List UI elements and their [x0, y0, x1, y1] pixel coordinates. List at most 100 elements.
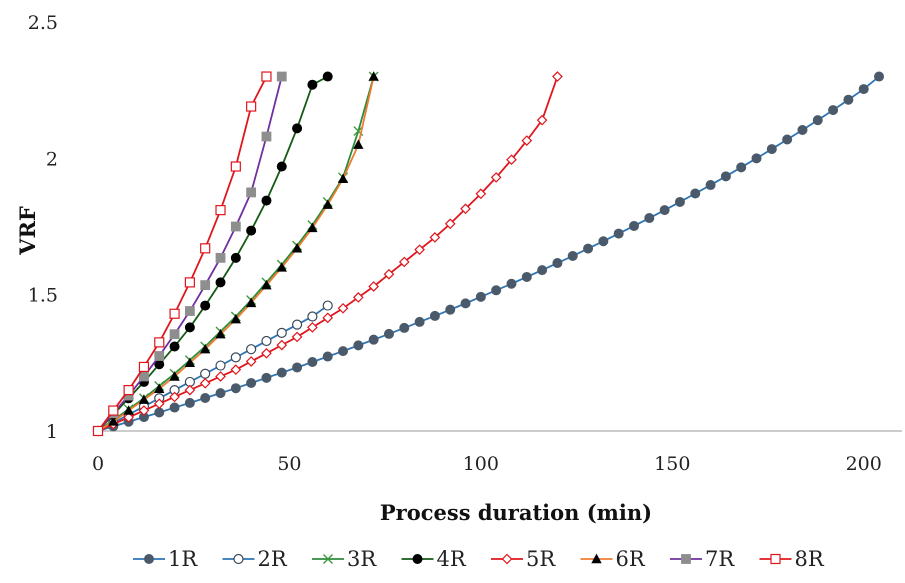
- data-point-1R: [537, 265, 548, 276]
- data-point-1R: [246, 378, 257, 389]
- legend-item-1R: 1R: [133, 547, 198, 571]
- data-point-2R: [322, 300, 333, 311]
- data-point-1R: [613, 228, 624, 239]
- data-point-4R: [261, 195, 272, 206]
- data-point-4R: [200, 300, 211, 311]
- series: [92, 71, 885, 437]
- legend: 1R 2R 3R 4R 5R 6R 7R 8R: [133, 547, 825, 571]
- data-point-1R: [338, 346, 349, 357]
- data-point-5R: [352, 292, 364, 303]
- data-point-5R: [444, 218, 456, 230]
- data-point-1R: [276, 367, 287, 378]
- data-point-5R: [552, 71, 563, 82]
- data-point-1R: [812, 115, 823, 126]
- legend-item-3R: 3R: [312, 547, 377, 571]
- data-point-4R: [230, 252, 241, 263]
- y-axis-title: VRF: [15, 206, 40, 256]
- x-tick-label: 150: [654, 453, 690, 475]
- legend-item-6R: 6R: [580, 547, 646, 571]
- legend-swatch-marker: [323, 554, 333, 564]
- x-tick-label: 0: [92, 453, 104, 475]
- y-tick-label: 2: [46, 148, 58, 170]
- data-point-6R: [245, 297, 257, 308]
- data-point-1R: [460, 298, 471, 309]
- data-point-1R: [828, 105, 839, 116]
- data-point-7R: [261, 131, 272, 142]
- x-tick-label: 50: [277, 453, 301, 475]
- data-point-6R: [368, 71, 379, 81]
- x-tick-label: 100: [463, 453, 499, 475]
- data-point-4R: [184, 322, 195, 333]
- data-point-5R: [536, 114, 548, 126]
- data-point-1R: [629, 220, 639, 231]
- series-line-5R: [97, 76, 559, 432]
- data-point-1R: [491, 285, 502, 296]
- legend-item-5R: 5R: [491, 547, 556, 571]
- data-point-6R: [261, 279, 272, 290]
- tick-labels: 0 50 100 150 200 1 1.5 2 2.5: [28, 12, 882, 475]
- data-point-7R: [246, 187, 257, 198]
- legend-label: 6R: [616, 547, 646, 571]
- data-point-2R: [276, 327, 287, 338]
- data-point-4R: [292, 123, 303, 134]
- legend-swatch-marker: [412, 554, 423, 564]
- data-point-5R: [215, 371, 226, 382]
- data-point-1R: [292, 362, 303, 373]
- data-point-6R: [169, 371, 180, 381]
- data-point-4R: [215, 277, 226, 288]
- data-point-5R: [368, 281, 380, 292]
- data-point-1R: [322, 351, 333, 362]
- legend-label: 3R: [347, 547, 377, 571]
- series-5R: [92, 71, 563, 437]
- legend-swatch-marker: [681, 554, 691, 564]
- data-point-1R: [720, 171, 731, 182]
- data-point-1R: [736, 162, 747, 173]
- data-point-8R: [108, 405, 119, 416]
- data-point-5R: [153, 398, 165, 410]
- data-point-6R: [291, 242, 303, 253]
- legend-label: 1R: [168, 547, 198, 571]
- data-point-6R: [215, 328, 226, 339]
- data-point-8R: [261, 71, 272, 82]
- data-point-8R: [246, 101, 257, 112]
- legend-item-7R: 7R: [670, 547, 735, 571]
- data-point-1R: [690, 188, 701, 199]
- data-point-5R: [138, 405, 150, 416]
- data-point-2R: [307, 311, 318, 322]
- data-point-5R: [276, 339, 288, 351]
- data-point-4R: [322, 71, 333, 82]
- y-tick-label: 1: [46, 421, 58, 443]
- data-point-4R: [246, 225, 257, 236]
- data-point-5R: [245, 356, 257, 367]
- data-point-8R: [200, 243, 211, 254]
- series-line-1R: [97, 75, 880, 432]
- data-point-1R: [353, 340, 364, 351]
- data-point-4R: [307, 79, 318, 90]
- data-point-5R: [169, 391, 180, 403]
- legend-label: 4R: [437, 547, 467, 571]
- data-point-5R: [307, 322, 318, 333]
- legend-label: 5R: [526, 547, 556, 571]
- data-point-2R: [261, 335, 272, 347]
- data-point-4R: [276, 161, 287, 172]
- data-point-6R: [200, 343, 211, 354]
- data-point-6R: [337, 173, 349, 184]
- series-6R: [92, 71, 379, 436]
- data-point-1R: [751, 153, 762, 164]
- data-point-1R: [552, 258, 563, 269]
- data-point-1R: [307, 357, 318, 368]
- x-tick-label: 200: [846, 453, 882, 475]
- data-point-6R: [307, 222, 318, 233]
- data-point-1R: [429, 310, 440, 321]
- data-point-1R: [414, 316, 425, 327]
- data-point-7R: [200, 280, 211, 291]
- data-point-1R: [521, 271, 532, 282]
- data-point-7R: [154, 351, 165, 361]
- legend-swatch-marker: [591, 553, 602, 564]
- legend-swatch-marker: [501, 553, 513, 565]
- x-axis-title: Process duration (min): [380, 500, 652, 525]
- data-point-7R: [215, 252, 226, 263]
- data-point-1R: [506, 278, 517, 289]
- data-point-5R: [506, 154, 517, 166]
